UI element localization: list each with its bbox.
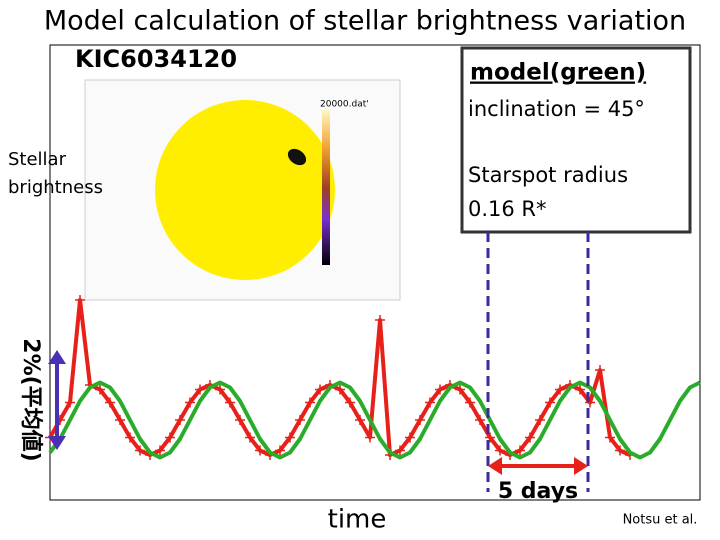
data-point xyxy=(95,384,105,395)
data-point xyxy=(75,295,85,305)
data-point xyxy=(405,432,415,443)
data-point xyxy=(475,415,485,425)
data-point xyxy=(105,397,115,408)
data-point xyxy=(65,397,75,408)
data-point xyxy=(345,397,355,408)
arrow-head xyxy=(48,350,66,364)
legend-box: model(green) inclination = 45° Starspot … xyxy=(460,46,692,234)
data-point xyxy=(515,445,525,456)
y-label-line: brightness xyxy=(8,177,103,198)
star-disk xyxy=(155,100,335,280)
credit: Notsu et al. xyxy=(623,513,698,528)
data-point xyxy=(425,397,435,408)
data-point xyxy=(165,432,175,443)
data-point xyxy=(545,397,555,408)
scale-label: 2%(平均値) xyxy=(18,338,44,461)
arrow-head xyxy=(574,457,588,475)
target-name: KIC6034120 xyxy=(75,45,237,73)
data-point xyxy=(335,384,345,395)
data-point xyxy=(495,445,505,456)
spot-value: 0.16 R* xyxy=(468,197,547,221)
data-point xyxy=(155,445,165,456)
arrow-head xyxy=(488,457,502,475)
inclination: inclination = 45° xyxy=(468,97,645,121)
y-label-line: Stellar xyxy=(8,149,67,170)
data-point xyxy=(135,445,145,456)
data-point xyxy=(555,384,565,395)
data-point xyxy=(215,384,225,395)
data-point xyxy=(355,415,365,425)
arrow-head xyxy=(48,436,66,450)
data-point xyxy=(185,397,195,408)
x-axis-title: time xyxy=(328,505,387,535)
data-point xyxy=(595,365,605,375)
data-point xyxy=(315,384,325,395)
data-point xyxy=(375,315,385,325)
data-point xyxy=(605,432,615,443)
period-label: 5 days xyxy=(498,479,578,504)
data-point xyxy=(235,415,245,425)
data-point xyxy=(435,384,445,395)
data-line xyxy=(48,380,701,460)
data-point xyxy=(175,415,185,425)
data-point xyxy=(245,432,255,443)
data-point xyxy=(395,445,405,456)
data-point xyxy=(275,445,285,456)
data-point xyxy=(525,432,535,443)
data-point xyxy=(485,432,495,443)
data-point xyxy=(455,384,465,395)
data-point xyxy=(415,415,425,425)
data-point xyxy=(115,415,125,425)
legend-frame xyxy=(460,46,692,234)
colorbar xyxy=(322,110,330,265)
data-point xyxy=(295,415,305,425)
plot-frame xyxy=(49,44,701,501)
data-point xyxy=(195,384,205,395)
data-point xyxy=(305,397,315,408)
data-point xyxy=(365,432,375,443)
inset-label: 20000.dat' xyxy=(320,100,369,110)
data-point xyxy=(585,397,595,408)
data-point xyxy=(615,445,625,456)
data-point xyxy=(535,415,545,425)
data-point xyxy=(285,432,295,443)
data-point xyxy=(125,432,135,443)
slide-title: Model calculation of stellar brightness … xyxy=(44,6,686,37)
data-point xyxy=(575,384,585,395)
data-point xyxy=(225,397,235,408)
star-inset: 20000.dat' xyxy=(84,79,401,301)
data-point xyxy=(255,445,265,456)
data-point xyxy=(465,397,475,408)
legend-entry: model(green) xyxy=(470,60,646,86)
starspot xyxy=(287,148,307,166)
spot-label: Starspot radius xyxy=(468,163,628,187)
